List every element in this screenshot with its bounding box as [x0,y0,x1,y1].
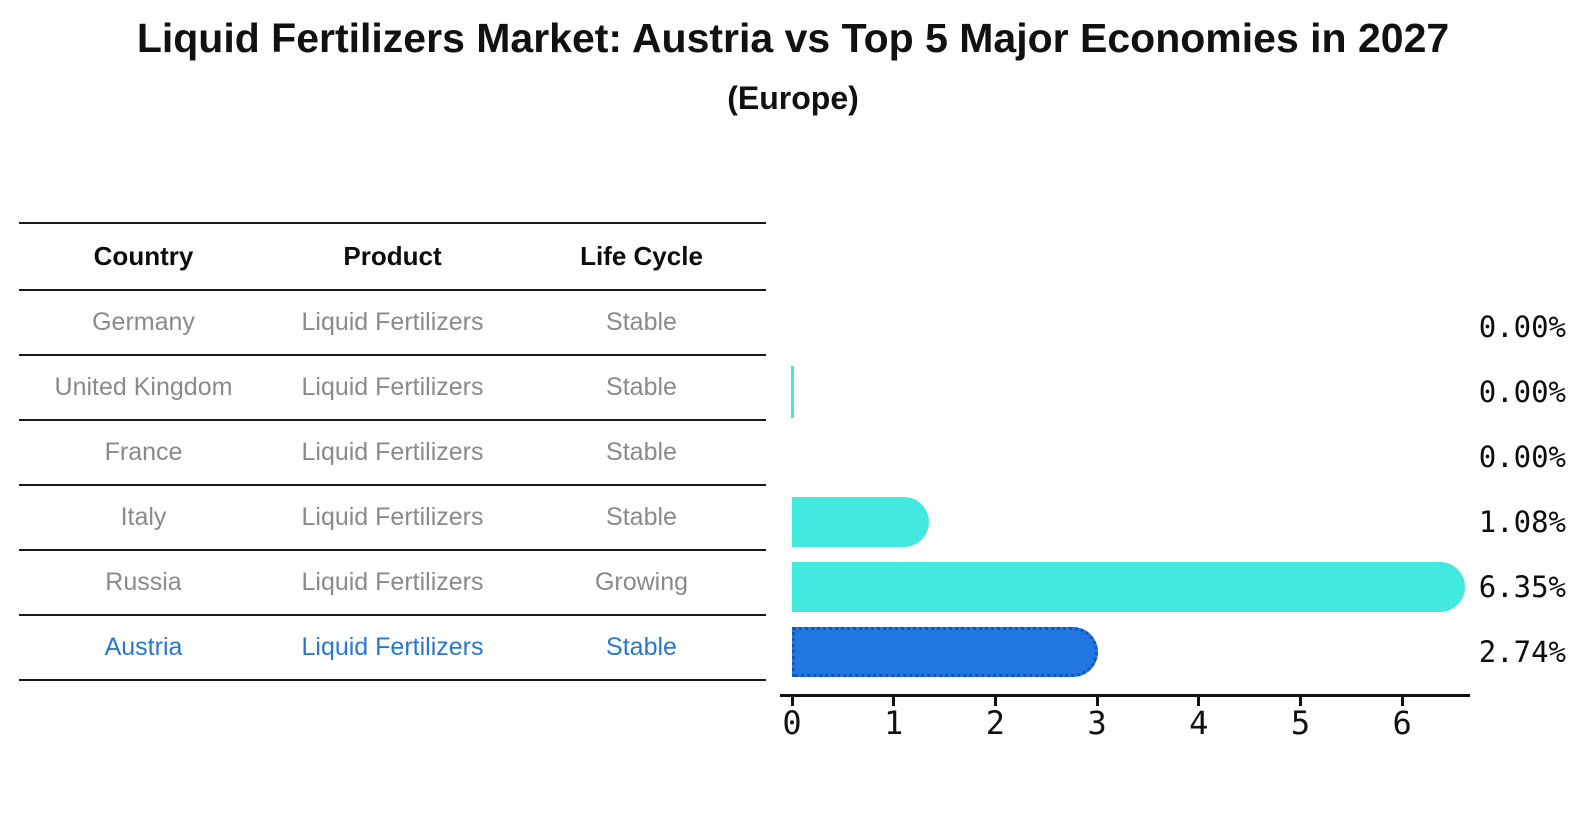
value-label-france: 0.00% [1478,439,1566,474]
table-cell-product: Liquid Fertilizers [301,567,484,596]
table-cell-life-cycle: Stable [606,307,677,336]
table-row-russia: Russia Liquid Fertilizers Growing [19,551,766,616]
info-table: Country Product Life Cycle Germany Liquid… [19,222,766,681]
table-cell-product: Liquid Fertilizers [301,632,484,661]
column-header-lifecycle: Life Cycle [580,240,703,271]
table-cell-product: Liquid Fertilizers [301,307,484,336]
bar-austria [792,627,1098,677]
table-cell-country: Germany [92,307,195,336]
bar-italy [792,496,929,547]
table-cell-life-cycle: Stable [606,372,677,401]
table-cell-product: Liquid Fertilizers [301,372,484,401]
chart-title: Liquid Fertilizers Market: Austria vs To… [136,15,1450,61]
x-tick-label-1: 1 [884,704,904,742]
x-tick-label-6: 6 [1392,704,1412,742]
table-cell-life-cycle: Stable [606,502,677,531]
x-tick-4 [1197,697,1201,706]
table-cell-country: Austria [104,632,183,661]
table-cell-country: Russia [105,567,182,596]
bar-russia [792,561,1465,612]
table-cell-country: Italy [120,502,167,531]
table-body: Germany Liquid Fertilizers Stable United Ki… [19,291,766,681]
table-row-france: France Liquid Fertilizers Stable [19,421,766,486]
x-tick-label-0: 0 [782,704,802,742]
x-tick-label-2: 2 [985,704,1006,742]
table-cell-product: Liquid Fertilizers [301,437,484,466]
x-tick-3 [1095,697,1099,706]
table-cell-country: United Kingdom [54,372,233,401]
table-header-row: Country Product Life Cycle [19,224,766,291]
x-tick-label-3: 3 [1087,704,1107,742]
x-tick-2 [993,697,997,706]
value-label-russia: 6.35% [1478,569,1566,604]
table-cell-product: Liquid Fertilizers [301,502,484,531]
table-cell-country: France [104,437,183,466]
value-label-austria: 2.74% [1478,635,1566,669]
x-tick-6 [1400,697,1404,706]
zero-bar-united-kingdom [791,365,794,418]
x-tick-label-4: 4 [1189,704,1209,742]
x-tick-label-5: 5 [1290,704,1311,742]
x-tick-0 [790,697,794,706]
x-tick-1 [892,697,896,706]
value-label-germany: 0.00% [1478,309,1566,344]
table-row-italy: Italy Liquid Fertilizers Stable [19,486,766,551]
table-row-united-kingdom: United Kingdom Liquid Fertilizers Stable [19,356,766,421]
table-row-germany: Germany Liquid Fertilizers Stable [19,291,766,356]
chart-subtitle: (Europe) [727,80,859,116]
column-header-product: Product [343,240,442,271]
x-tick-5 [1299,697,1302,706]
table-cell-life-cycle: Stable [606,437,677,466]
table-row-austria: Austria Liquid Fertilizers Stable [19,616,766,681]
value-label-italy: 1.08% [1478,504,1566,539]
table-cell-life-cycle: Growing [594,567,689,596]
column-header-country: Country [93,240,194,271]
table-cell-life-cycle: Stable [606,632,677,661]
x-axis-line [780,694,1470,697]
value-label-united-kingdom: 0.00% [1478,374,1566,409]
